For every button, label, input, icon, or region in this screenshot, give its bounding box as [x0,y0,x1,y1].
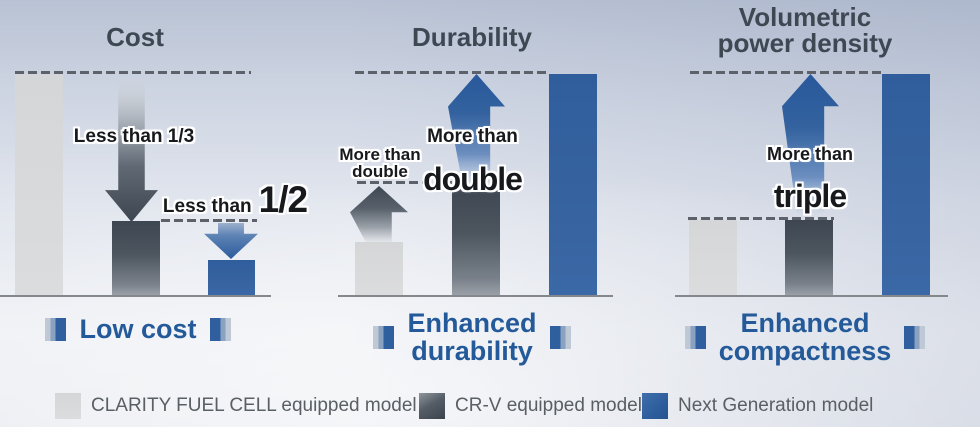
caption-accent-right-icon [904,326,926,350]
legend-item-crv: CR-V equipped model [419,393,642,419]
power-density-bar-next-gen [882,74,930,295]
power-density-panel: Volumetric power density More than tripl… [650,0,980,380]
power-density-reference-dashed-line-mid [688,217,834,220]
cost-caption: Low cost [8,314,268,344]
power-density-bar-clarity [689,220,737,295]
power-density-annotation-big: More than triple [740,129,880,229]
durability-panel-title: Durability [412,22,532,52]
legend-label-crv: CR-V equipped model [455,395,642,416]
power-density-reference-dashed-line-top [690,71,881,74]
caption-accent-right-icon [549,326,571,350]
durability-bar-clarity [355,242,403,295]
cost-decrease-arrow-1-down-arrow-icon [105,77,158,222]
annotation-prefix: Less than [162,196,252,217]
annotation-prefix: More than [766,144,853,165]
power-density-caption-text: Enhanced compactness [718,308,892,366]
caption-accent-right-icon [209,318,231,342]
legend-swatch-crv [419,393,445,419]
durability-annotation-big: More than double [400,111,545,212]
durability-caption-text: Enhanced durability [407,308,537,366]
caption-accent-left-icon [684,326,706,350]
durability-axis-baseline [338,295,613,297]
cost-caption-text: Low cost [79,314,197,344]
cost-annotation-less-than-one-half: Less than 1/2 [158,181,312,219]
annotation-value: double [423,161,523,197]
annotation-value: 1/2 [258,179,308,220]
caption-accent-left-icon [373,326,395,350]
legend-swatch-clarity [55,393,81,419]
power-density-bar-crv [785,220,833,295]
durability-caption: Enhanced durability [342,308,602,366]
cost-bar-next-gen [208,260,255,295]
cost-panel: Cost Less than 1/3 Less than 1/2 Low cos… [0,0,320,380]
legend-item-clarity: CLARITY FUEL CELL equipped model [55,393,417,419]
cost-panel-title: Cost [106,22,164,52]
legend-label-clarity: CLARITY FUEL CELL equipped model [91,395,417,416]
cost-annotation-less-than-one-third: Less than 1/3 [73,126,195,147]
legend-swatch-next-gen [642,393,668,419]
cost-reference-dashed-line-top [15,71,251,74]
power-density-caption: Enhanced compactness [670,308,940,366]
caption-accent-left-icon [45,318,67,342]
power-density-axis-baseline [675,295,948,297]
durability-reference-dashed-line-mid [357,181,452,184]
legend-item-next-gen: Next Generation model [642,393,873,419]
durability-annotation-small: More than double [339,145,421,182]
annotation-value: triple [773,177,847,214]
cost-decrease-arrow-2-down-arrow-icon [204,223,258,259]
legend-label-next-gen: Next Generation model [678,395,874,416]
power-density-panel-title: Volumetric power density [717,2,893,58]
durability-reference-dashed-line-top [355,71,546,74]
annotation-prefix: More than [427,126,518,148]
cost-axis-baseline [0,295,271,297]
cost-bar-clarity [15,74,63,295]
durability-bar-crv [452,184,500,295]
durability-bar-next-gen [549,74,597,295]
cost-reference-dashed-line-mid [161,219,257,222]
durability-panel: Durability More than double More than do… [320,0,650,380]
cost-bar-crv [112,221,160,295]
